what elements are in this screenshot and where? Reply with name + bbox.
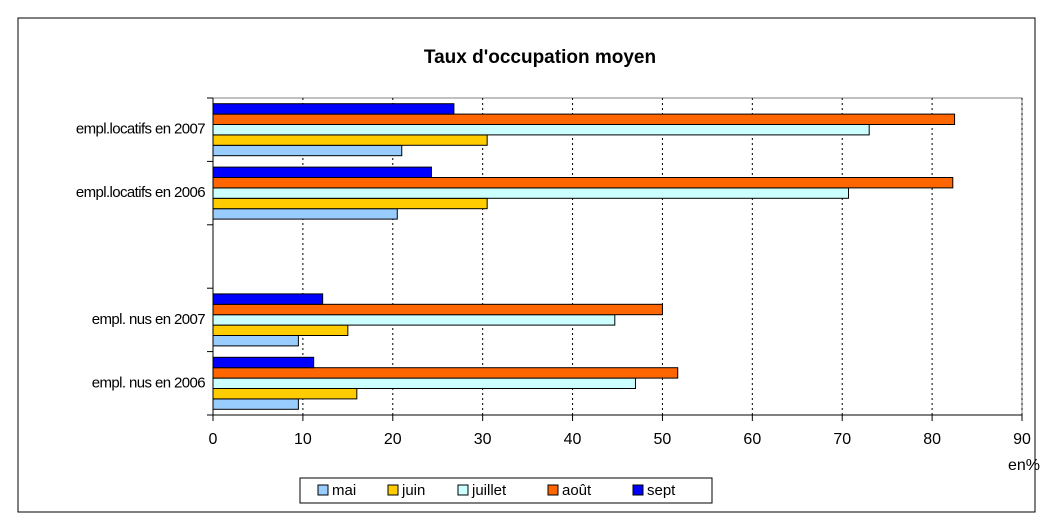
bar	[212, 208, 398, 220]
x-tick-label: 10	[294, 431, 312, 448]
bar	[212, 324, 349, 336]
legend-label: mai	[332, 482, 356, 499]
y-tick-label: empl.locatifs en 2006	[76, 184, 205, 201]
x-tick-label: 0	[209, 431, 218, 448]
bar	[212, 187, 850, 199]
y-tick-label: empl. nus en 2006	[92, 374, 205, 391]
bar	[212, 197, 488, 210]
legend-swatch	[457, 484, 469, 496]
bar	[212, 124, 870, 136]
x-tick-label: 30	[474, 431, 492, 448]
bar	[212, 387, 358, 400]
bar	[212, 293, 324, 305]
bar	[212, 166, 432, 179]
legend-label: juin	[401, 482, 425, 499]
legend-label: sept	[647, 482, 676, 499]
legend-swatch	[387, 484, 399, 496]
legend-label: juillet	[471, 482, 507, 499]
chart-title: Taux d'occupation moyen	[424, 47, 656, 68]
x-tick-label: 40	[564, 431, 582, 448]
bar	[212, 367, 679, 379]
bar	[212, 113, 956, 126]
bar	[212, 398, 299, 410]
x-tick-label: 70	[833, 431, 851, 448]
x-tick-label: 80	[923, 431, 941, 448]
x-tick-label: 50	[654, 431, 672, 448]
bar	[212, 303, 663, 316]
y-tick-label: empl. nus en 2007	[92, 311, 205, 328]
bar	[212, 177, 954, 189]
bar	[212, 356, 315, 369]
legend-swatch	[317, 484, 329, 496]
legend-box	[299, 477, 713, 504]
bar	[212, 314, 616, 326]
bar	[212, 377, 636, 389]
x-tick-label: 90	[1013, 431, 1031, 448]
legend-label: août	[562, 482, 592, 499]
bar	[212, 134, 488, 146]
bar	[212, 334, 299, 347]
legend-swatch	[547, 484, 559, 496]
x-tick-label: 60	[743, 431, 761, 448]
x-tick-label: 20	[384, 431, 402, 448]
bar	[212, 103, 455, 115]
legend: mai juin juillet août sept	[299, 477, 713, 504]
y-tick-label: empl.locatifs en 2007	[76, 121, 205, 138]
legend-swatch	[632, 484, 644, 496]
bar	[212, 144, 403, 157]
x-axis-label: en%	[1008, 457, 1040, 474]
